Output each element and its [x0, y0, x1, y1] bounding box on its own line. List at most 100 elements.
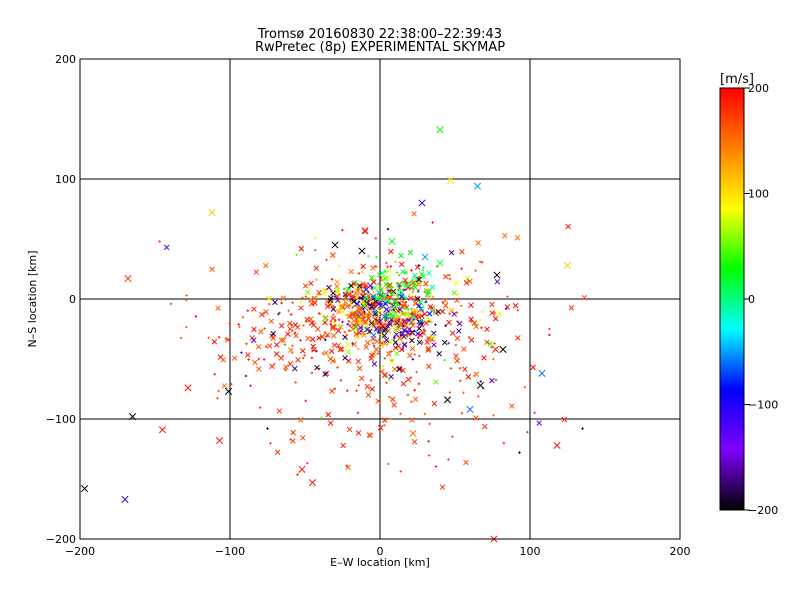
- scatter-points: [80, 126, 588, 543]
- data-point: [454, 343, 458, 347]
- data-point: [439, 484, 446, 490]
- data-point: [216, 397, 219, 400]
- data-point: [431, 221, 434, 224]
- data-point: [448, 391, 452, 394]
- data-point: [449, 330, 456, 336]
- data-point: [291, 301, 294, 304]
- data-point: [338, 325, 341, 328]
- data-point: [355, 430, 362, 436]
- data-point: [426, 363, 432, 370]
- data-point: [405, 296, 408, 300]
- data-point: [247, 358, 250, 361]
- data-point: [266, 427, 269, 430]
- data-point: [416, 314, 422, 320]
- data-point: [293, 331, 297, 334]
- data-point: [397, 321, 403, 328]
- data-point: [349, 295, 355, 302]
- y-tick-label: 0: [69, 293, 76, 306]
- data-point: [371, 322, 375, 325]
- data-point: [365, 308, 369, 311]
- data-point: [412, 300, 419, 307]
- data-point: [538, 369, 546, 377]
- data-point: [398, 252, 404, 259]
- data-point: [375, 289, 382, 296]
- data-point: [471, 320, 478, 326]
- data-point: [473, 182, 482, 190]
- data-point: [413, 353, 416, 356]
- data-point: [406, 307, 409, 310]
- data-point: [424, 339, 430, 345]
- data-point: [419, 271, 425, 277]
- data-point: [317, 312, 321, 315]
- data-point: [343, 292, 347, 296]
- data-point: [456, 328, 462, 334]
- data-point: [361, 332, 367, 338]
- data-point: [303, 354, 306, 357]
- data-point: [356, 283, 363, 289]
- data-point: [417, 275, 421, 279]
- x-tick-label: 100: [520, 545, 541, 558]
- data-point: [392, 308, 396, 311]
- data-point: [323, 350, 329, 356]
- data-point: [415, 312, 418, 315]
- data-point: [515, 335, 521, 341]
- data-point: [334, 293, 341, 299]
- data-point: [383, 337, 390, 343]
- data-point: [382, 275, 389, 282]
- data-point: [318, 292, 321, 296]
- data-point: [367, 311, 374, 317]
- data-point: [355, 389, 358, 392]
- data-point: [345, 341, 351, 348]
- data-point: [505, 307, 508, 310]
- data-point: [354, 301, 360, 307]
- data-point: [392, 315, 396, 318]
- data-point: [291, 329, 294, 332]
- data-point: [158, 426, 167, 434]
- data-point: [400, 381, 407, 387]
- data-point: [581, 294, 588, 301]
- data-point: [345, 349, 351, 355]
- data-point: [221, 383, 228, 389]
- data-point: [463, 280, 470, 286]
- data-point: [208, 209, 216, 217]
- data-point: [474, 269, 477, 272]
- data-point: [330, 278, 334, 281]
- data-point: [490, 345, 493, 349]
- data-point: [382, 340, 389, 346]
- data-point: [355, 358, 362, 365]
- data-point: [304, 316, 311, 323]
- data-point: [356, 411, 360, 415]
- data-point: [327, 420, 334, 426]
- data-point: [354, 334, 360, 340]
- data-point: [370, 303, 373, 306]
- data-point: [403, 307, 406, 310]
- data-point: [448, 307, 455, 314]
- data-point: [426, 311, 433, 317]
- data-point: [502, 441, 506, 445]
- data-point: [467, 278, 473, 285]
- data-point: [448, 274, 451, 277]
- data-point: [370, 332, 377, 339]
- data-point: [283, 336, 287, 340]
- data-point: [411, 211, 417, 217]
- data-point: [357, 296, 361, 299]
- data-point: [370, 301, 377, 308]
- data-point: [533, 411, 536, 415]
- data-point: [333, 359, 336, 363]
- data-point: [246, 309, 250, 312]
- data-point: [396, 335, 403, 342]
- data-point: [416, 319, 422, 325]
- data-point: [309, 336, 316, 343]
- data-point: [405, 281, 408, 285]
- data-point: [324, 303, 331, 310]
- data-point: [388, 373, 394, 380]
- data-point: [281, 354, 285, 358]
- data-point: [392, 345, 399, 351]
- data-point: [465, 374, 472, 380]
- data-point: [478, 260, 482, 263]
- data-point: [395, 282, 398, 286]
- grid-lines: [80, 59, 680, 539]
- data-point: [412, 287, 416, 290]
- data-point: [252, 359, 258, 366]
- data-point: [388, 248, 394, 255]
